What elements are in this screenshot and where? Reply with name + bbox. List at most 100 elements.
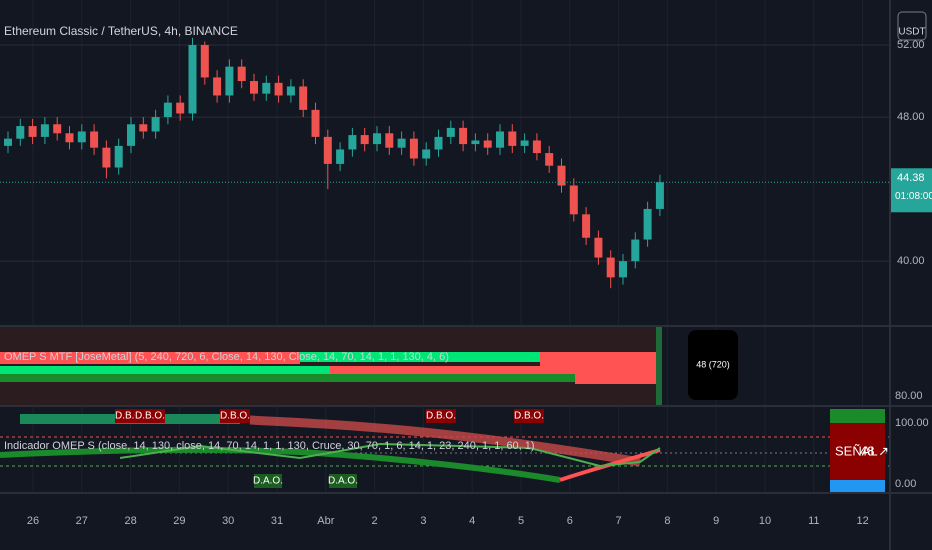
dbo-label: D.B.O.	[220, 411, 250, 422]
candle-body	[323, 136, 332, 164]
candle-body	[594, 237, 603, 258]
pane-title: Indicador OMEP S (close, 14, 130, close,…	[4, 440, 535, 452]
band	[300, 352, 540, 362]
pane-axis-label: 0.00	[895, 478, 916, 490]
candle-body	[200, 45, 209, 78]
label-box	[426, 409, 456, 423]
candle-body	[176, 102, 185, 114]
band	[249, 415, 641, 467]
candle-body	[582, 214, 591, 238]
band	[656, 327, 662, 405]
y-tick-label: 40.00	[897, 255, 925, 267]
x-tick-label: 26	[27, 515, 39, 527]
badge	[688, 330, 738, 400]
candle-body	[545, 153, 554, 166]
candle-body	[348, 135, 357, 150]
candle-body	[274, 82, 283, 96]
candle-body	[619, 261, 627, 278]
osc-line	[119, 442, 661, 468]
candle-body	[483, 140, 492, 148]
band	[330, 366, 540, 374]
candle-body	[459, 127, 468, 145]
x-tick-label: 5	[518, 515, 524, 527]
candle-body	[4, 138, 12, 146]
candle-body	[262, 82, 271, 94]
x-tick-label: 8	[664, 515, 670, 527]
x-tick-label: 4	[469, 515, 475, 527]
candle-body	[16, 126, 25, 139]
candle-body	[643, 208, 652, 240]
dbo-label: D.B.O.	[115, 411, 145, 422]
pane-axis-label: 100.00	[895, 417, 929, 429]
candle-body	[606, 257, 615, 278]
candle-body	[90, 131, 99, 148]
band	[540, 352, 660, 374]
currency-label[interactable]: USDT	[898, 27, 925, 38]
countdown-label: 01:08:00	[895, 191, 932, 202]
pane-title: OMEP S MTF [JoseMetal] (5, 240, 720, 6, …	[4, 351, 449, 363]
signal-value: 48 ↗	[860, 443, 889, 458]
signal-label: SEÑAL	[835, 443, 878, 458]
candle-body	[360, 135, 369, 145]
y-tick-label: 48.00	[897, 111, 925, 123]
band	[0, 374, 575, 382]
candle-body	[373, 133, 381, 145]
candle-body	[250, 81, 258, 94]
y-tick-label: 52.00	[897, 39, 925, 51]
band	[0, 352, 300, 364]
x-tick-label: 10	[759, 515, 771, 527]
candle-body	[53, 124, 62, 134]
x-tick-label: 30	[222, 515, 234, 527]
candle-body	[286, 86, 295, 96]
candle-body	[28, 126, 37, 137]
x-tick-label: 31	[271, 515, 283, 527]
candle-body	[496, 131, 504, 148]
dbo-label: D.B.O.	[426, 411, 456, 422]
candle-body	[163, 102, 172, 118]
candle-body	[397, 138, 406, 148]
last-price-tag	[891, 168, 932, 213]
x-tick-label: 9	[713, 515, 719, 527]
pane-axis-label: 80.00	[895, 390, 923, 402]
label-box	[329, 474, 357, 488]
osc-pane: SEÑAL 48 ↗ Indicador OMEP S (close, 14, …	[0, 409, 929, 492]
candle-body	[188, 45, 197, 114]
label-box	[514, 409, 544, 423]
x-tick-label: 29	[173, 515, 185, 527]
candle-body	[151, 117, 160, 132]
mtf-pane: 48 (720) OMEP S MTF [JoseMetal] (5, 240,…	[0, 327, 923, 405]
candle-body	[65, 133, 74, 143]
candle-body	[299, 86, 308, 110]
badge-text: 48 (720)	[696, 359, 730, 369]
x-tick-label: 28	[124, 515, 136, 527]
candle-body	[569, 185, 578, 215]
candle-body	[409, 138, 418, 159]
candle-body	[631, 239, 640, 262]
dbo-label: D.B.O.	[514, 411, 544, 422]
candle-body	[213, 77, 222, 96]
x-tick-label: 11	[808, 515, 819, 527]
candle-body	[336, 149, 345, 164]
candle-body	[520, 140, 529, 146]
chart-title: Ethereum Classic / TetherUS, 4h, BINANCE	[4, 24, 238, 38]
candle-body	[508, 131, 517, 146]
candle-body	[434, 136, 443, 150]
candle-body	[385, 133, 394, 148]
candle-body	[40, 124, 49, 137]
dao-label: D.A.O.	[253, 476, 283, 487]
x-tick-label: 12	[856, 515, 868, 527]
label-box	[254, 474, 282, 488]
signal-box	[830, 480, 885, 492]
label-box	[135, 409, 165, 423]
candle-body	[532, 140, 541, 154]
candle-body	[311, 109, 320, 137]
candle-body	[102, 147, 111, 168]
x-tick-label: 2	[372, 515, 378, 527]
candle-body	[237, 66, 246, 82]
candle-body	[114, 145, 123, 168]
currency-button[interactable]	[897, 11, 927, 41]
candle-body	[77, 131, 86, 143]
dao-label: D.A.O.	[328, 476, 358, 487]
last-price-label: 44.38	[897, 172, 925, 184]
